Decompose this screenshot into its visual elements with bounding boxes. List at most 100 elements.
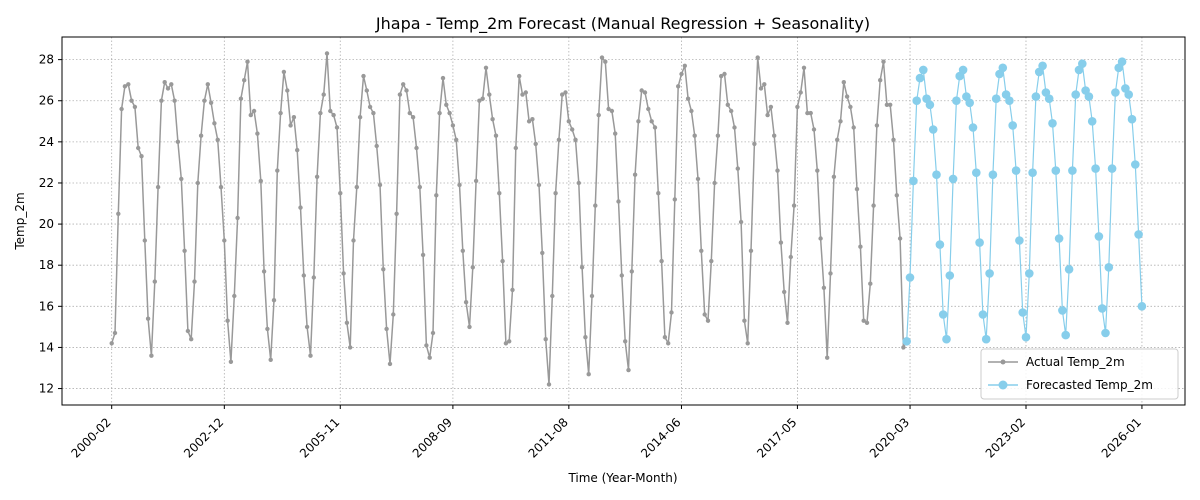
forecast-data-point bbox=[1064, 265, 1074, 274]
actual-data-point bbox=[623, 339, 628, 344]
actual-data-point bbox=[619, 273, 624, 278]
actual-data-point bbox=[374, 143, 379, 149]
actual-data-point bbox=[281, 69, 287, 75]
actual-data-point bbox=[752, 141, 757, 147]
actual-data-point bbox=[556, 137, 562, 142]
actual-data-point bbox=[454, 137, 459, 142]
forecast-data-point bbox=[978, 310, 988, 319]
forecast-data-point bbox=[1068, 166, 1077, 175]
actual-data-point bbox=[897, 236, 903, 241]
actual-data-point bbox=[791, 203, 797, 208]
actual-data-point bbox=[397, 92, 403, 97]
actual-data-point bbox=[679, 71, 684, 77]
actual-data-point bbox=[864, 320, 870, 325]
actual-data-point bbox=[268, 357, 273, 362]
actual-data-point bbox=[341, 271, 346, 276]
actual-data-point bbox=[878, 78, 883, 83]
actual-data-point bbox=[709, 258, 714, 264]
forecast-data-point bbox=[1071, 90, 1080, 99]
actual-data-point bbox=[782, 289, 787, 295]
actual-data-point bbox=[818, 236, 823, 241]
actual-data-point bbox=[775, 168, 780, 173]
legend-actual-label: Actual Temp_2m bbox=[1026, 355, 1125, 369]
actual-data-point bbox=[242, 78, 247, 83]
actual-data-point bbox=[384, 326, 389, 332]
forecast-data-point bbox=[1124, 90, 1133, 99]
forecast-data-point bbox=[1018, 308, 1027, 317]
actual-data-point bbox=[560, 92, 565, 97]
actual-data-point bbox=[805, 110, 810, 116]
y-tick-label: 18 bbox=[39, 258, 54, 272]
actual-data-point bbox=[888, 102, 893, 108]
forecast-data-point bbox=[1137, 302, 1147, 311]
forecast-data-point bbox=[1134, 230, 1143, 239]
x-tick-label: 2020-03 bbox=[867, 415, 912, 460]
actual-data-point bbox=[616, 199, 621, 204]
actual-data-point bbox=[503, 341, 509, 346]
x-tick-label: 2023-02 bbox=[983, 415, 1028, 460]
actual-data-point bbox=[189, 337, 194, 342]
legend-box bbox=[980, 348, 1179, 400]
actual-data-point bbox=[646, 106, 651, 112]
actual-data-point bbox=[159, 98, 164, 103]
actual-data-point bbox=[473, 178, 479, 184]
actual-data-point bbox=[755, 55, 760, 60]
actual-data-point bbox=[692, 133, 697, 138]
actual-data-point bbox=[510, 287, 515, 293]
actual-data-point bbox=[145, 316, 151, 321]
actual-data-point bbox=[172, 98, 177, 103]
actual-data-point bbox=[550, 293, 555, 299]
actual-data-point bbox=[354, 184, 359, 190]
actual-data-point bbox=[301, 273, 306, 278]
forecast-data-point bbox=[968, 123, 978, 132]
forecast-data-point bbox=[945, 271, 955, 280]
actual-data-point bbox=[278, 110, 283, 116]
actual-data-point bbox=[424, 343, 429, 348]
y-tick-label: 24 bbox=[39, 135, 54, 149]
actual-data-point bbox=[192, 279, 197, 284]
actual-data-point bbox=[304, 324, 310, 330]
actual-data-point bbox=[695, 176, 701, 182]
actual-data-point bbox=[795, 104, 800, 110]
actual-data-point bbox=[546, 382, 552, 387]
x-axis: 2000-02 2002-12 2005-11 2008-09 2011-08 2014-… bbox=[68, 405, 1144, 461]
actual-data-point bbox=[447, 110, 452, 116]
actual-data-point bbox=[801, 65, 807, 71]
actual-data-point bbox=[265, 326, 270, 332]
actual-data-point bbox=[434, 193, 439, 198]
actual-data-point bbox=[874, 123, 880, 128]
actual-data-point bbox=[311, 275, 316, 280]
forecast-data-point bbox=[981, 334, 991, 344]
forecast-data-point bbox=[1127, 114, 1137, 124]
actual-data-point bbox=[198, 133, 204, 138]
legend-actual-marker bbox=[1000, 359, 1006, 365]
forecast-data-point bbox=[952, 96, 961, 105]
actual-data-point bbox=[139, 154, 144, 159]
actual-data-point bbox=[175, 139, 181, 144]
actual-data-point bbox=[589, 293, 595, 299]
actual-data-point bbox=[119, 106, 124, 112]
forecast-data-point bbox=[915, 73, 925, 83]
actual-data-point bbox=[321, 92, 326, 97]
actual-data-point bbox=[371, 110, 376, 116]
actual-data-point bbox=[523, 90, 528, 95]
actual-data-point bbox=[530, 117, 535, 122]
actual-data-point bbox=[437, 110, 442, 116]
y-tick-label: 26 bbox=[39, 94, 54, 108]
actual-data-point bbox=[132, 104, 138, 110]
actual-data-point bbox=[715, 133, 721, 138]
plot-frame bbox=[61, 36, 1186, 406]
actual-data-point bbox=[255, 131, 260, 136]
actual-data-point bbox=[639, 88, 644, 93]
actual-data-point bbox=[566, 119, 571, 124]
actual-data-point bbox=[785, 320, 790, 325]
actual-data-point bbox=[142, 238, 147, 243]
actual-data-point bbox=[364, 88, 369, 93]
actual-data-point bbox=[722, 71, 727, 77]
actual-data-point bbox=[245, 59, 250, 64]
forecast-data-point bbox=[1015, 236, 1024, 245]
forecast-data-point bbox=[988, 170, 998, 179]
actual-data-point bbox=[881, 59, 886, 64]
forecast-data-point bbox=[1094, 232, 1104, 241]
actual-data-point bbox=[613, 131, 618, 136]
